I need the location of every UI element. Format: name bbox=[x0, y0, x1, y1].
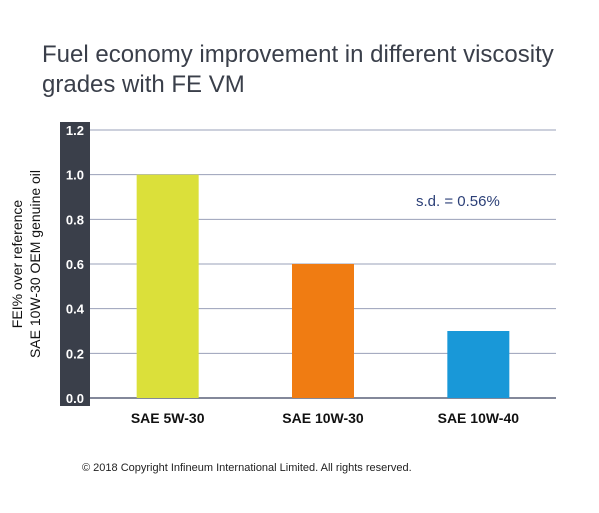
chart-title: Fuel economy improvement in different vi… bbox=[42, 41, 554, 98]
y-tick-label: 1.0 bbox=[66, 168, 84, 183]
bar-sae-5w-30 bbox=[136, 174, 199, 398]
y-axis-panel bbox=[60, 122, 90, 406]
y-tick-label: 0.6 bbox=[66, 257, 84, 272]
copyright-notice: © 2018 Copyright Infineum International … bbox=[82, 462, 412, 474]
y-tick-label: 0.4 bbox=[66, 302, 85, 317]
bars bbox=[136, 174, 510, 398]
bar-sae-10w-30 bbox=[292, 264, 354, 398]
x-axis-labels: SAE 5W-30 SAE 10W-30 SAE 10W-40 bbox=[131, 410, 519, 426]
x-category-label: SAE 10W-30 bbox=[282, 410, 364, 426]
x-category-label: SAE 5W-30 bbox=[131, 410, 205, 426]
x-category-label: SAE 10W-40 bbox=[438, 410, 520, 426]
y-tick-label: 0.0 bbox=[66, 391, 84, 406]
y-axis-ticks: 0.0 0.2 0.4 0.6 0.8 1.0 1.2 bbox=[66, 123, 85, 406]
y-axis-label-line-2: SAE 10W-30 OEM genuine oil bbox=[27, 170, 43, 358]
bar-sae-10w-40 bbox=[447, 331, 510, 398]
y-tick-label: 0.8 bbox=[66, 212, 84, 227]
std-dev-annotation: s.d. = 0.56% bbox=[416, 193, 500, 210]
y-tick-label: 0.2 bbox=[66, 346, 84, 361]
y-axis-label-line-1: FEI% over reference bbox=[9, 200, 25, 329]
y-tick-label: 1.2 bbox=[66, 123, 84, 138]
